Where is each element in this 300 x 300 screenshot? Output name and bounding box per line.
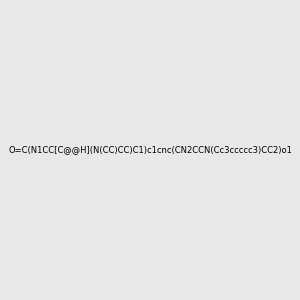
Text: O=C(N1CC[C@@H](N(CC)CC)C1)c1cnc(CN2CCN(Cc3ccccc3)CC2)o1: O=C(N1CC[C@@H](N(CC)CC)C1)c1cnc(CN2CCN(C… [8,146,292,154]
